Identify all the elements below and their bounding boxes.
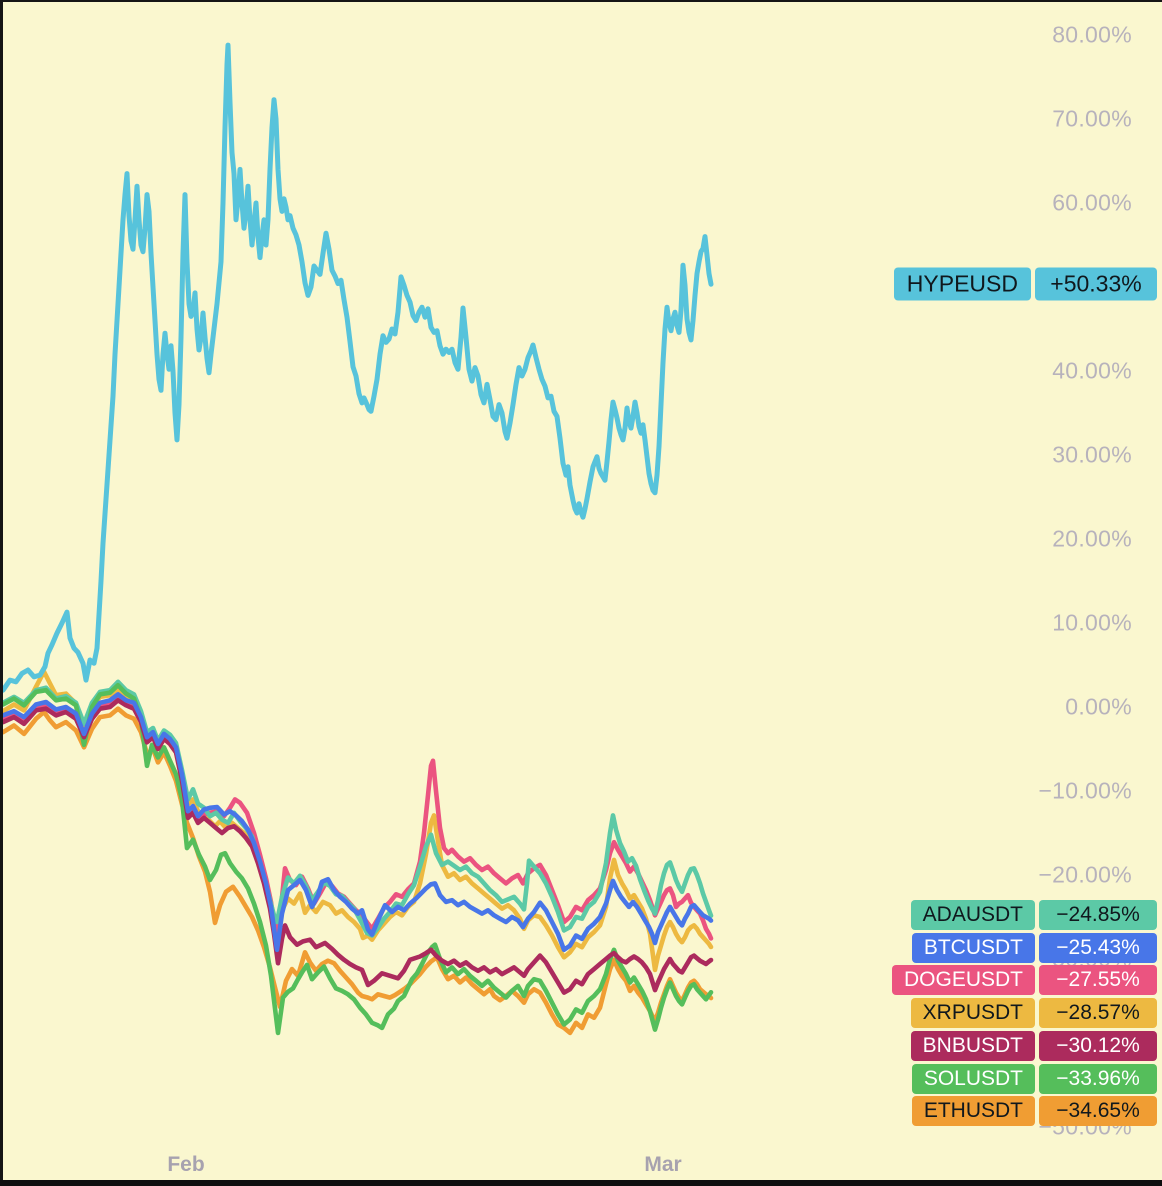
y-tick-label: 40.00%: [1052, 357, 1132, 384]
series-line-SOLUSDT[interactable]: [0, 682, 714, 1036]
y-tick-label: 80.00%: [1052, 21, 1132, 48]
window-left-border: [0, 0, 3, 1186]
legend-change-value: −25.43%: [1039, 932, 1157, 963]
x-axis-label-feb: Feb: [167, 1153, 205, 1176]
legend-badge-ETHUSDT[interactable]: ETHUSDT −34.65%: [911, 1096, 1157, 1127]
legend-badge-SOLUSDT[interactable]: SOLUSDT −33.96%: [911, 1063, 1157, 1094]
legend-badge-BTCUSDT[interactable]: BTCUSDT −25.43%: [911, 932, 1157, 963]
series-line-BTCUSDT[interactable]: [0, 692, 714, 953]
y-tick-label: 70.00%: [1052, 105, 1132, 132]
legend-badge-BNBUSDT[interactable]: BNBUSDT −30.12%: [910, 1030, 1157, 1061]
legend-symbol: HYPEUSD: [893, 267, 1031, 301]
x-axis-label-mar: Mar: [644, 1153, 682, 1176]
legend-change-value: −34.65%: [1039, 1096, 1157, 1127]
legend-change-value: −27.55%: [1039, 965, 1157, 996]
legend-change-value: −33.96%: [1039, 1063, 1157, 1094]
legend-change-value: −28.57%: [1039, 998, 1157, 1029]
series-line-HYPEUSD[interactable]: [0, 42, 714, 693]
y-tick-label: 0.00%: [1065, 693, 1132, 720]
y-tick-label: 20.00%: [1052, 525, 1132, 552]
y-tick-label: 30.00%: [1052, 441, 1132, 468]
legend-badge-XRPUSDT[interactable]: XRPUSDT −28.57%: [910, 998, 1157, 1029]
legend-badge-ADAUSDT[interactable]: ADAUSDT −24.85%: [910, 900, 1157, 930]
y-tick-label: 10.00%: [1052, 609, 1132, 636]
y-tick-label: −20.00%: [1038, 861, 1132, 888]
window-bottom-bar: [0, 1180, 1162, 1186]
legend-symbol: ETHUSDT: [911, 1096, 1035, 1127]
legend-symbol: DOGEUSDT: [891, 965, 1035, 996]
y-tick-label: −10.00%: [1038, 777, 1132, 804]
legend-change-value: −30.12%: [1039, 1030, 1157, 1061]
window-top-border: [0, 0, 1162, 2]
legend-symbol: BTCUSDT: [911, 932, 1035, 963]
legend-symbol: SOLUSDT: [911, 1063, 1035, 1094]
series-line-ADAUSDT[interactable]: [0, 679, 714, 938]
series-line-BNBUSDT[interactable]: [0, 697, 714, 995]
legend-symbol: BNBUSDT: [910, 1030, 1035, 1061]
legend-change-value: +50.33%: [1035, 267, 1157, 301]
legend-symbol: XRPUSDT: [910, 998, 1035, 1029]
legend-change-value: −24.85%: [1039, 900, 1157, 930]
legend-badge-DOGEUSDT[interactable]: DOGEUSDT −27.55%: [891, 965, 1157, 996]
y-tick-label: 60.00%: [1052, 189, 1132, 216]
legend-badge-HYPEUSD[interactable]: HYPEUSD +50.33%: [893, 267, 1157, 301]
legend-symbol: ADAUSDT: [910, 900, 1035, 930]
